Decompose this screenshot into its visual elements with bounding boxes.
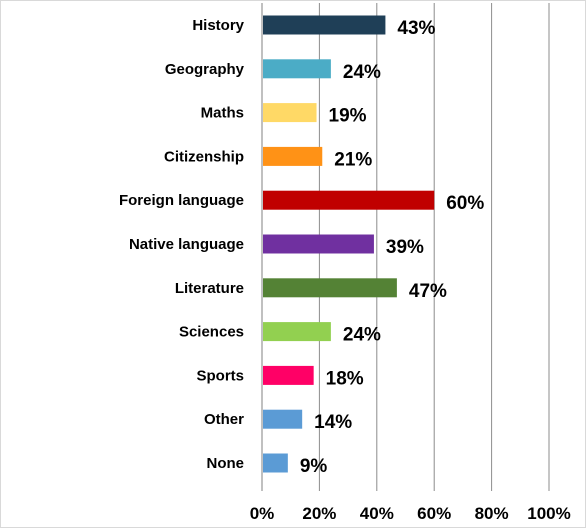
- category-label: Foreign language: [119, 192, 244, 209]
- data-label: 24%: [343, 325, 381, 346]
- data-label: 21%: [334, 149, 372, 170]
- bar: [263, 190, 435, 210]
- data-label: 19%: [329, 106, 367, 127]
- bar: [263, 453, 288, 473]
- category-label: Citizenship: [164, 148, 244, 165]
- bar: [263, 322, 331, 342]
- category-label: Maths: [201, 105, 244, 122]
- category-label: Native language: [129, 236, 244, 253]
- data-label: 39%: [386, 237, 424, 258]
- data-label: 9%: [300, 456, 328, 477]
- x-tick-label: 0%: [250, 504, 275, 523]
- category-labels: History Geography Maths Citizenship Foreign …: [119, 17, 245, 472]
- x-tick-label: 40%: [360, 504, 394, 523]
- gridlines: [261, 3, 550, 491]
- data-label: 18%: [326, 368, 364, 389]
- bar: [263, 365, 314, 385]
- data-label: 14%: [314, 412, 352, 433]
- bar: [263, 59, 331, 79]
- data-label: 43%: [397, 18, 435, 39]
- x-tick-label: 100%: [527, 504, 570, 523]
- category-label: Sciences: [179, 324, 244, 341]
- category-label: Literature: [175, 280, 244, 297]
- category-label: Other: [204, 411, 244, 428]
- category-label: Geography: [165, 61, 245, 78]
- data-label: 47%: [409, 281, 447, 302]
- category-label: Sports: [196, 367, 244, 384]
- x-axis-tick-labels: 0% 20% 40% 60% 80% 100%: [250, 504, 571, 523]
- bars: [263, 15, 435, 473]
- data-label: 24%: [343, 62, 381, 83]
- bar: [263, 15, 386, 35]
- category-label: History: [192, 17, 244, 34]
- data-label: 60%: [446, 193, 484, 214]
- bar: [263, 146, 323, 166]
- category-label: None: [207, 455, 245, 472]
- bar: [263, 409, 303, 429]
- value-labels: 43% 24% 19% 21% 60% 39% 47% 24% 18% 14% 9%: [300, 18, 485, 477]
- x-tick-label: 60%: [417, 504, 451, 523]
- bar: [263, 278, 397, 298]
- x-tick-label: 20%: [302, 504, 336, 523]
- x-tick-label: 80%: [475, 504, 509, 523]
- bar: [263, 234, 374, 254]
- bar: [263, 103, 317, 123]
